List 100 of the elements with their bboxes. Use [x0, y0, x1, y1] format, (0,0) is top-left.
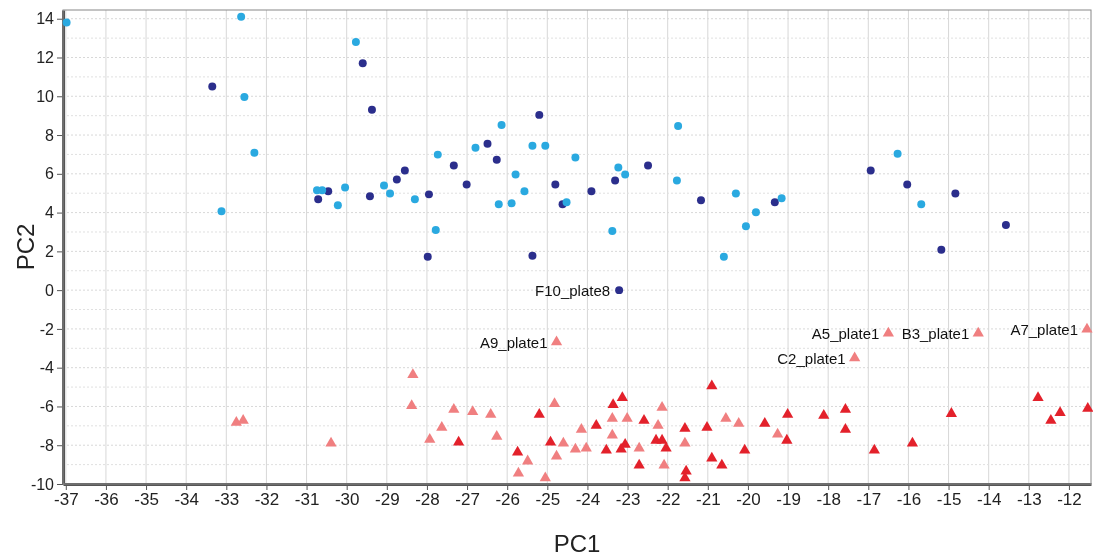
- x-tick-label: -32: [254, 490, 280, 510]
- annotation: B3_plate1: [901, 325, 970, 343]
- point: [571, 153, 580, 162]
- point: [701, 420, 713, 431]
- annotation: F10_plate8: [535, 282, 611, 300]
- x-tick-label: -26: [495, 490, 520, 510]
- point: [433, 150, 442, 159]
- point: [507, 199, 516, 208]
- point: [318, 186, 327, 195]
- point: [471, 143, 480, 152]
- point: [607, 398, 619, 408]
- point: [741, 222, 750, 231]
- point: [485, 408, 497, 418]
- x-tick-label: -37: [54, 490, 79, 510]
- x-tick-label: -12: [1057, 490, 1082, 510]
- x-tick-label: -29: [375, 490, 400, 510]
- point: [720, 411, 732, 422]
- point: [719, 252, 728, 261]
- point: [674, 121, 683, 130]
- point: [1082, 402, 1093, 412]
- point: [621, 411, 633, 422]
- point: [906, 436, 919, 447]
- point: [407, 368, 419, 379]
- point: [656, 401, 668, 411]
- x-tick-label: -21: [696, 490, 721, 510]
- y-tick-label: 4: [45, 204, 55, 222]
- point: [777, 194, 786, 203]
- point: [250, 148, 259, 157]
- point: [367, 105, 376, 114]
- point: [386, 189, 395, 198]
- y-tick-label: 6: [45, 165, 55, 183]
- point: [697, 196, 705, 205]
- point: [380, 181, 388, 190]
- point: [550, 449, 563, 460]
- point: [467, 405, 479, 415]
- x-axis-title: PC1: [553, 530, 601, 557]
- x-tick-label: -36: [94, 490, 119, 510]
- point: [660, 441, 672, 452]
- point: [535, 110, 544, 119]
- point: [562, 198, 571, 207]
- point: [410, 195, 419, 204]
- point: [1081, 322, 1093, 333]
- point: [392, 175, 401, 184]
- point: [423, 252, 432, 261]
- x-tick-label: -33: [214, 490, 240, 510]
- point: [972, 326, 984, 337]
- point: [621, 170, 630, 179]
- point: [512, 466, 525, 477]
- point: [781, 433, 793, 444]
- point: [237, 12, 246, 21]
- point: [533, 408, 545, 418]
- point: [638, 414, 650, 424]
- point: [448, 403, 460, 413]
- point: [580, 441, 592, 452]
- y-tick-label: 0: [45, 281, 55, 299]
- point: [492, 155, 501, 164]
- x-tick-label: -23: [615, 490, 641, 510]
- y-tick-label: -6: [39, 398, 55, 416]
- y-tick-label: -10: [30, 475, 55, 493]
- x-tick-label: -16: [896, 490, 922, 510]
- x-tick-label: -15: [936, 490, 962, 510]
- point: [951, 189, 960, 198]
- point: [770, 198, 779, 207]
- x-tick-label: -13: [1017, 490, 1042, 510]
- point: [208, 82, 217, 91]
- point: [449, 161, 458, 170]
- x-tick-label: -34: [174, 490, 199, 510]
- point: [497, 120, 506, 129]
- x-tick-label: -27: [455, 490, 480, 510]
- point: [771, 427, 784, 438]
- point: [616, 391, 628, 401]
- y-tick-label: 12: [36, 49, 55, 67]
- y-tick-label: -8: [39, 436, 55, 454]
- point: [839, 403, 852, 413]
- x-tick-label: -20: [736, 490, 761, 510]
- x-tick-label: -18: [816, 490, 841, 510]
- point: [424, 190, 433, 199]
- point: [611, 176, 620, 185]
- point: [706, 379, 718, 390]
- point: [587, 187, 596, 196]
- point: [544, 435, 557, 446]
- point: [652, 418, 664, 429]
- point: [903, 180, 912, 189]
- point: [569, 442, 582, 453]
- point: [633, 458, 645, 469]
- point: [314, 195, 323, 204]
- point: [575, 423, 588, 433]
- point: [679, 422, 691, 432]
- point: [590, 418, 602, 429]
- annotation: C2_plate1: [777, 349, 846, 367]
- point: [608, 227, 617, 235]
- point: [358, 59, 367, 68]
- point: [716, 458, 728, 469]
- point: [672, 176, 681, 185]
- x-tick-label: -22: [655, 490, 681, 510]
- point: [849, 351, 861, 362]
- point: [759, 417, 771, 427]
- point: [917, 200, 926, 209]
- point: [431, 226, 440, 235]
- point: [937, 245, 946, 254]
